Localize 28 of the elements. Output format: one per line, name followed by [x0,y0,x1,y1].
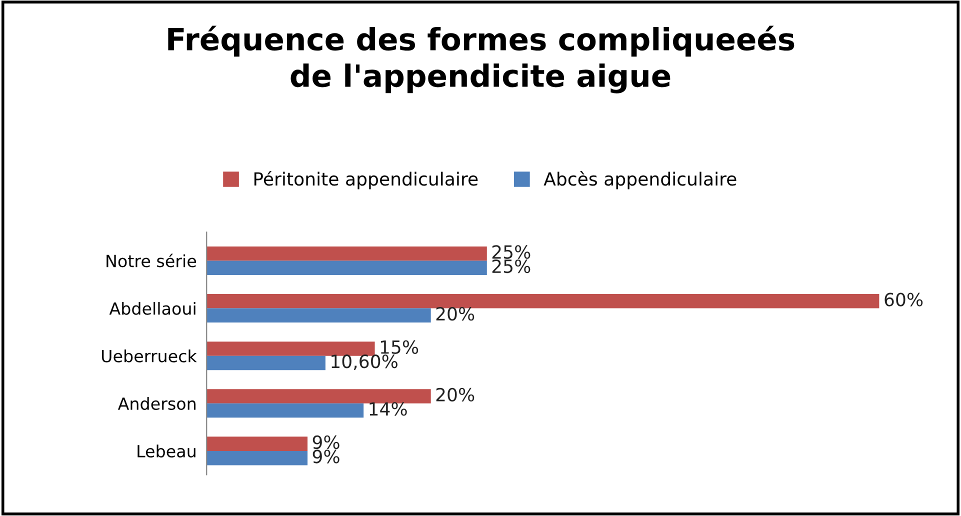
bar [206,436,308,451]
data-label: 9% [312,435,340,450]
data-label: 20% [436,307,474,321]
bar [206,342,375,356]
y-tick-label: Anderson [118,397,196,410]
data-label: 20% [436,388,474,402]
bar [206,356,326,370]
data-label: 14% [370,402,407,416]
bar [206,389,431,404]
legend-label: Abcès appendiculaire [544,171,736,190]
chart-title: Fréquence des formes compliqueeés de l'appendicite aigue [168,26,794,94]
bar [206,450,308,466]
y-tick-label: Ueberrueck [102,350,197,362]
data-label: 10,60% [332,354,398,370]
bar [206,260,487,275]
legend-label: Péritonite appendiculaire [254,171,478,190]
data-label: 25% [492,259,530,274]
y-tick-label: Abdellaoui [109,302,196,315]
data-label: 9% [312,450,340,464]
bar [206,403,364,418]
y-tick-label: Notre série [106,254,196,268]
data-label: 15% [380,340,418,354]
bar [206,246,487,261]
data-label: 60% [884,292,923,306]
y-tick-label: Lebeau [138,444,196,458]
bar [206,308,431,323]
data-label: 25% [492,245,530,259]
bar [206,294,880,308]
